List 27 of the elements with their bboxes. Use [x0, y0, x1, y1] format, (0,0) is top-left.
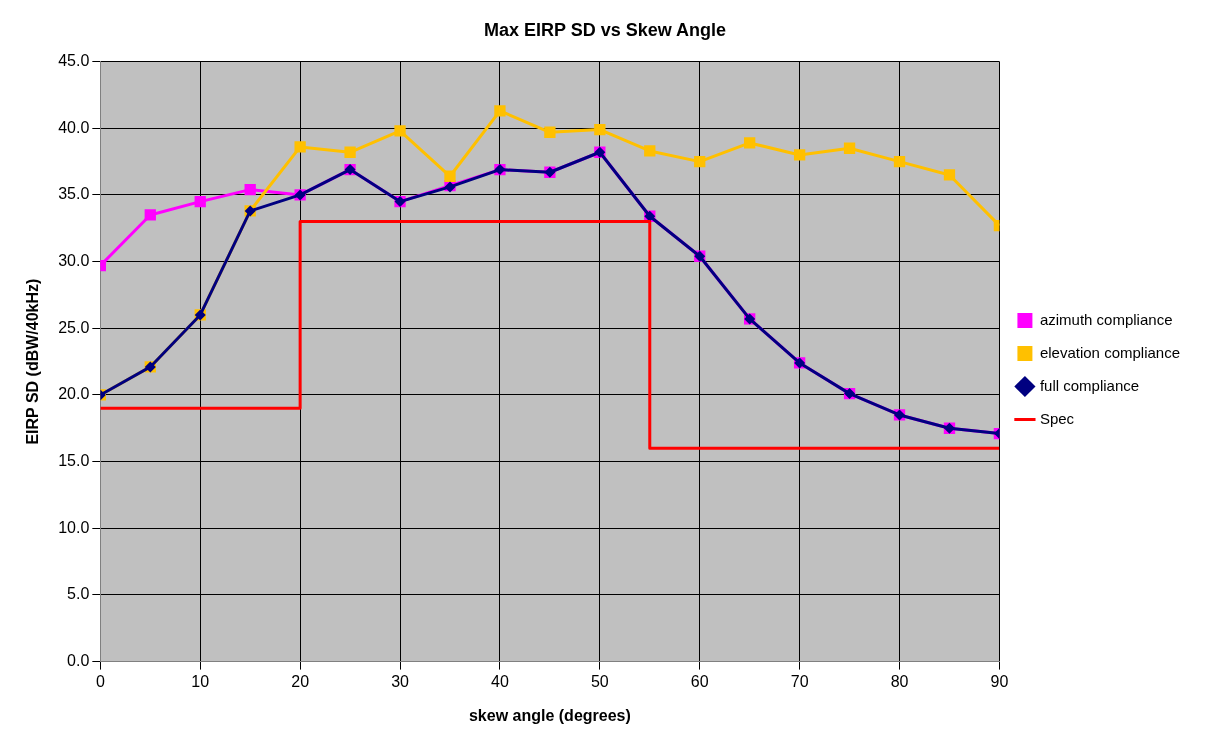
legend-label: full compliance: [1039, 376, 1140, 394]
x-tick-label: 30: [391, 672, 410, 690]
y-tick-label: 40.0: [58, 118, 90, 136]
x-tick-label: 20: [291, 672, 310, 690]
y-tick-label: 30.0: [58, 252, 90, 270]
y-tick-label: 45.0: [58, 52, 90, 70]
y-tick-label: 25.0: [58, 318, 90, 336]
x-axis-title: skew angle (degrees): [468, 706, 631, 724]
chart-title: Max EIRP SD vs Skew Angle: [483, 19, 727, 40]
y-tick-label: 20.0: [58, 385, 90, 403]
x-tick-label: 60: [690, 672, 709, 690]
y-tick-label: 0.0: [67, 652, 90, 670]
y-tick-label: 10.0: [58, 518, 90, 536]
y-tick-label: 5.0: [67, 585, 90, 603]
x-tick-label: 70: [790, 672, 809, 690]
y-tick-label: 15.0: [58, 452, 90, 470]
x-tick-label: 10: [191, 672, 210, 690]
y-axis-title: EIRP SD (dBW/40kHz): [24, 278, 42, 445]
y-tick-label: 35.0: [58, 185, 90, 203]
legend-label: azimuth compliance: [1039, 310, 1173, 328]
x-tick-label: 80: [890, 672, 909, 690]
legend-label: Spec: [1039, 409, 1075, 427]
x-tick-label: 40: [491, 672, 509, 690]
x-tick-label: 90: [990, 672, 1009, 690]
legend-label: elevation compliance: [1039, 343, 1181, 361]
x-tick-label: 0: [95, 672, 105, 690]
x-tick-label: 50: [590, 672, 609, 690]
